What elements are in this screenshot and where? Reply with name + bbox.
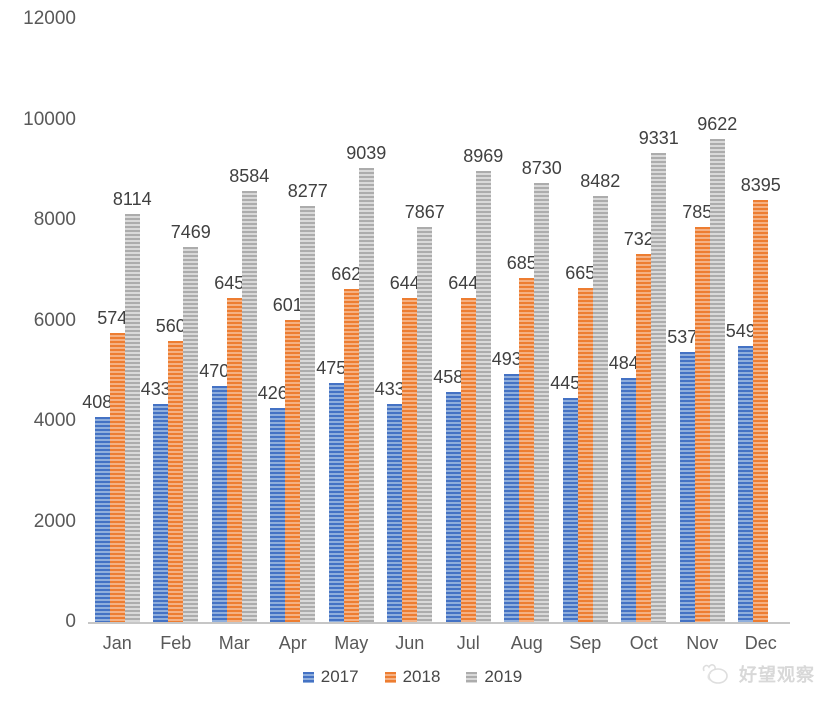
bar-2018-jun: 6445 xyxy=(390,273,430,622)
x-axis-label-nov: Nov xyxy=(686,633,719,653)
month-group-may: 4759 6627 9039 xyxy=(316,19,386,622)
y-tick-label-6000: 6000 xyxy=(33,309,76,331)
x-axis-label-sep: Sep xyxy=(569,633,602,653)
month-group-jun: 4339 6445 7867 xyxy=(375,19,445,622)
bar-2018-apr: 6019 xyxy=(273,295,313,622)
legend-item-2018: 2018 xyxy=(384,667,441,687)
bar-2017-dec: 5490 xyxy=(726,321,766,622)
legend-label-2018: 2018 xyxy=(402,667,441,686)
y-tick-label-0: 0 xyxy=(65,611,76,632)
bar-2019-may: 9039 xyxy=(346,143,386,622)
legend-label-2017: 2017 xyxy=(320,667,359,686)
bar-2019-jul: 8969 xyxy=(463,146,503,622)
month-group-dec: 5490 8395 xyxy=(726,19,791,622)
data-label-2019-may: 9039 xyxy=(346,142,387,163)
data-label-2019-mar: 8584 xyxy=(229,165,270,186)
month-group-sep: 4452 6655 8482 xyxy=(550,19,620,622)
bar-2017-nov: 5373 xyxy=(667,327,707,622)
bar-2017-feb: 4338 xyxy=(141,379,181,622)
bar-2017-apr: 4265 xyxy=(258,383,298,622)
y-tick-label-12000: 12000 xyxy=(23,8,76,29)
bar-2018-jan: 5749 xyxy=(97,308,137,622)
bar-2017-may: 4759 xyxy=(316,358,356,622)
month-group-feb: 4338 5602 7469 xyxy=(141,19,211,622)
data-label-2019-nov: 9622 xyxy=(697,113,738,134)
data-label-2019-feb: 7469 xyxy=(170,221,211,242)
bar-2018-may: 6627 xyxy=(331,264,371,622)
legend-swatch-2019 xyxy=(466,671,478,683)
bar-2017-oct: 4849 xyxy=(609,353,649,622)
month-group-oct: 4849 7328 9331 xyxy=(609,19,679,622)
month-group-mar: 4702 6451 8584 xyxy=(199,19,269,622)
month-group-jan: 4088 5749 8114 xyxy=(82,19,152,622)
x-axis-label-aug: Aug xyxy=(510,633,543,653)
bar-2018-nov: 7852 xyxy=(682,202,722,622)
x-axis-label-oct: Oct xyxy=(629,633,658,653)
y-axis: 0 2000 4000 6000 8000 10000 12000 xyxy=(0,0,76,711)
watermark-text: 好望观察 xyxy=(739,665,815,685)
bar-2019-nov: 9622 xyxy=(697,114,737,622)
x-axis-label-feb: Feb xyxy=(160,633,192,653)
x-axis-label-dec: Dec xyxy=(744,633,777,653)
bar-2018-jul: 6445 xyxy=(448,273,488,622)
month-group-apr: 4265 6019 8277 xyxy=(258,19,328,622)
x-axis-label-mar: Mar xyxy=(218,633,250,653)
y-tick-label-2000: 2000 xyxy=(33,510,76,532)
bar-2019-mar: 8584 xyxy=(229,166,269,622)
data-label-2019-aug: 8730 xyxy=(521,158,562,179)
bar-2019-aug: 8730 xyxy=(522,158,562,622)
x-axis-label-jan: Jan xyxy=(102,633,132,653)
bar-2019-apr: 8277 xyxy=(288,181,328,622)
bar-2018-dec: 8395 xyxy=(741,175,781,622)
bar-2018-sep: 6655 xyxy=(565,263,605,622)
bar-2017-mar: 4702 xyxy=(199,361,239,622)
data-label-2019-jan: 8114 xyxy=(112,189,152,210)
data-label-2019-jul: 8969 xyxy=(463,146,504,167)
x-axis-label-jul: Jul xyxy=(456,633,480,653)
y-tick-label-4000: 4000 xyxy=(33,410,76,431)
legend-swatch-2018 xyxy=(384,671,396,683)
bar-2017-jun: 4339 xyxy=(375,379,415,622)
legend-label-2019: 2019 xyxy=(484,667,523,686)
plot-area: 4088 5749 8114 4338 5602 7469 4702 6451 8584 4265… xyxy=(82,19,791,624)
bar-2018-aug: 6855 xyxy=(507,253,547,622)
bar-2017-jan: 4088 xyxy=(82,392,122,622)
bar-2017-jul: 4580 xyxy=(433,367,473,622)
bar-2019-jun: 7867 xyxy=(405,202,445,622)
bar-2018-oct: 7328 xyxy=(624,229,664,622)
data-label-2018-dec: 8395 xyxy=(740,175,781,196)
bar-2017-aug: 4931 xyxy=(492,349,532,622)
y-tick-label-10000: 10000 xyxy=(23,108,76,130)
y-tick-label-8000: 8000 xyxy=(33,209,76,230)
bar-2017-sep: 4452 xyxy=(550,373,590,622)
data-label-2019-jun: 7867 xyxy=(404,201,445,222)
x-axis-label-may: May xyxy=(334,633,369,653)
data-label-2019-oct: 9331 xyxy=(638,128,679,149)
watermark: 好望观察 xyxy=(698,661,815,687)
bar-2019-jan: 8114 xyxy=(113,189,152,622)
legend: 2017 2018 2019 xyxy=(0,667,825,687)
month-group-nov: 5373 7852 9622 xyxy=(667,19,737,622)
data-label-2019-sep: 8482 xyxy=(580,170,621,191)
legend-swatch-2017 xyxy=(302,671,314,683)
data-label-2019-apr: 8277 xyxy=(287,181,328,202)
bar-2019-feb: 7469 xyxy=(171,222,211,622)
x-axis-label-apr: Apr xyxy=(278,633,307,653)
watermark-logo-icon xyxy=(698,661,734,687)
month-group-aug: 4931 6855 8730 xyxy=(492,19,562,622)
x-axis: Jan Feb Mar Apr May Jun Jul Aug Sep Oct Nov Dec xyxy=(88,633,790,654)
bar-2019-oct: 9331 xyxy=(639,128,679,622)
x-axis-label-jun: Jun xyxy=(395,633,425,653)
month-group-jul: 4580 6445 8969 xyxy=(433,19,503,622)
legend-item-2017: 2017 xyxy=(302,667,359,687)
bar-2019-sep: 8482 xyxy=(580,171,620,622)
legend-item-2019: 2019 xyxy=(466,667,522,687)
bar-2018-mar: 6451 xyxy=(214,273,254,622)
bar-2018-feb: 5602 xyxy=(156,316,196,622)
